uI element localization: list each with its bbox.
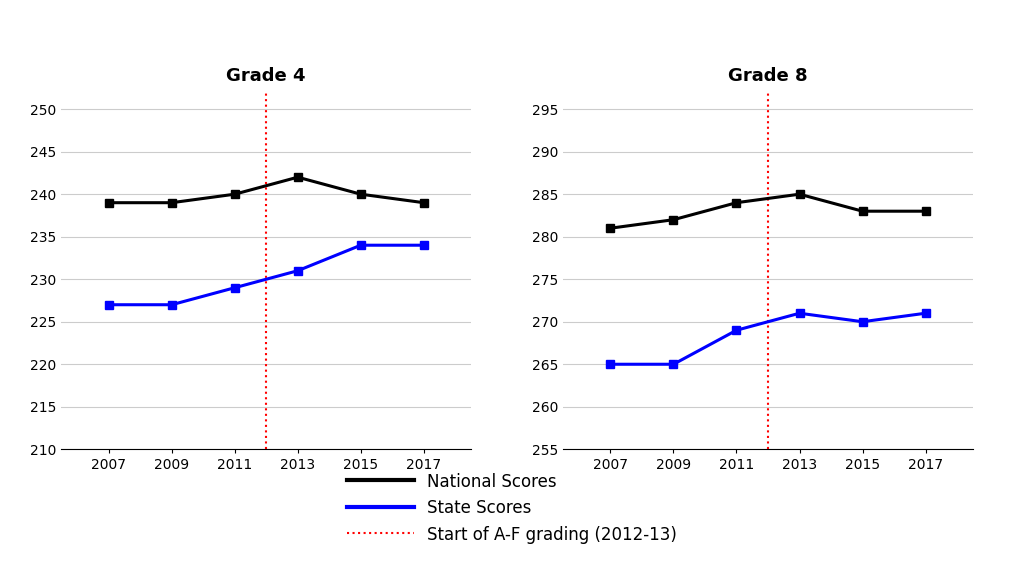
Legend: National Scores, State Scores, Start of A-F grading (2012-13): National Scores, State Scores, Start of … bbox=[340, 467, 684, 551]
Title: Grade 8: Grade 8 bbox=[728, 67, 808, 85]
Title: Grade 4: Grade 4 bbox=[226, 67, 306, 85]
